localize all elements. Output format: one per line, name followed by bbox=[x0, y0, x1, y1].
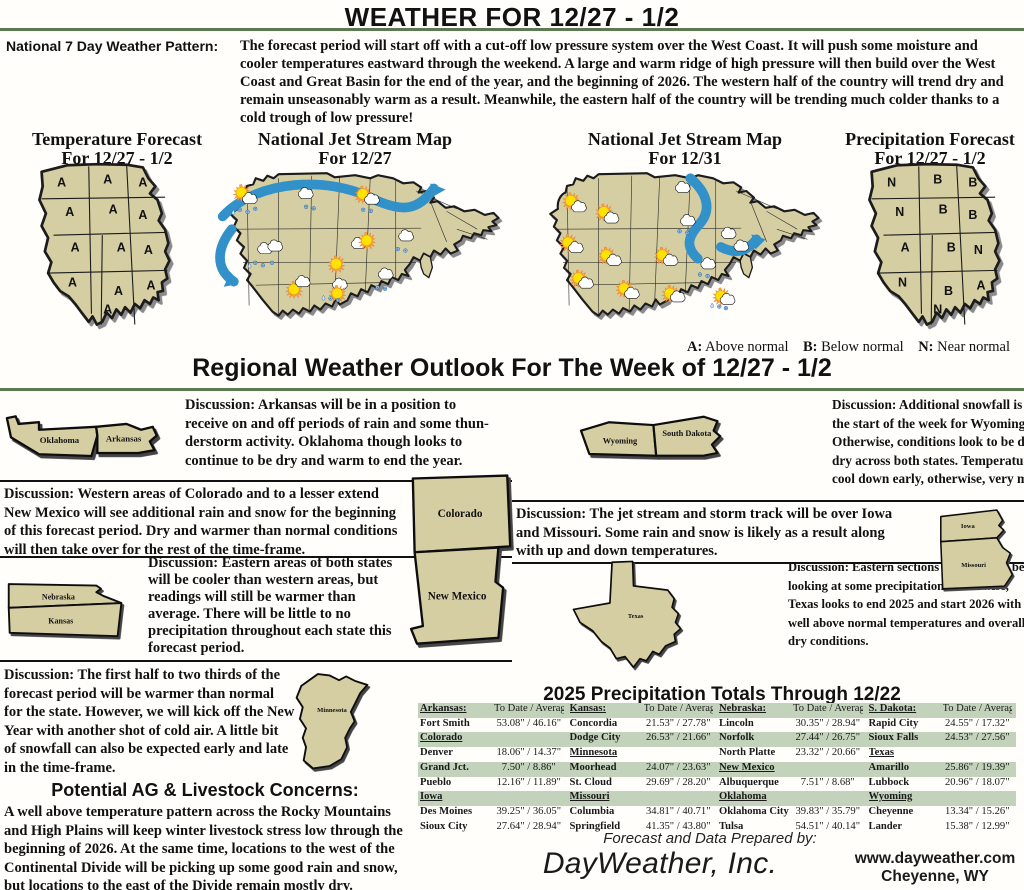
svg-text:Nebraska: Nebraska bbox=[42, 593, 75, 602]
svg-text:A: A bbox=[147, 278, 156, 292]
svg-text:Colorado: Colorado bbox=[438, 508, 483, 520]
svg-text:N: N bbox=[933, 303, 942, 317]
svg-text:A: A bbox=[103, 303, 112, 317]
svg-text:A: A bbox=[138, 208, 147, 222]
svg-text:A: A bbox=[144, 243, 153, 257]
svg-text:Texas: Texas bbox=[628, 613, 644, 620]
svg-text:A: A bbox=[114, 284, 123, 298]
svg-text:B: B bbox=[968, 208, 977, 222]
svg-text:N: N bbox=[974, 243, 983, 257]
svg-text:A: A bbox=[117, 240, 126, 254]
svg-text:Missouri: Missouri bbox=[961, 562, 986, 569]
svg-text:A: A bbox=[103, 173, 112, 187]
svg-text:A: A bbox=[901, 240, 910, 254]
svg-text:Minnesota: Minnesota bbox=[317, 707, 347, 714]
svg-text:A: A bbox=[138, 175, 147, 189]
svg-text:B: B bbox=[933, 173, 942, 187]
svg-text:A: A bbox=[71, 240, 80, 254]
svg-text:A: A bbox=[68, 276, 77, 290]
svg-text:A: A bbox=[65, 205, 74, 219]
svg-text:A: A bbox=[977, 278, 986, 292]
svg-text:South Dakota: South Dakota bbox=[662, 429, 712, 438]
svg-text:B: B bbox=[968, 175, 977, 189]
svg-text:Iowa: Iowa bbox=[961, 523, 976, 530]
svg-text:N: N bbox=[898, 276, 907, 290]
svg-text:Oklahoma: Oklahoma bbox=[40, 435, 80, 445]
svg-text:Kansas: Kansas bbox=[48, 616, 73, 625]
svg-text:N: N bbox=[887, 175, 896, 189]
svg-text:B: B bbox=[939, 202, 948, 216]
svg-text:New Mexico: New Mexico bbox=[428, 590, 487, 602]
svg-text:Wyoming: Wyoming bbox=[603, 436, 638, 445]
svg-text:A: A bbox=[109, 202, 118, 216]
svg-text:Arkansas: Arkansas bbox=[106, 433, 142, 443]
svg-text:B: B bbox=[947, 240, 956, 254]
svg-text:B: B bbox=[944, 284, 953, 298]
svg-text:A: A bbox=[57, 175, 66, 189]
svg-text:N: N bbox=[895, 205, 904, 219]
